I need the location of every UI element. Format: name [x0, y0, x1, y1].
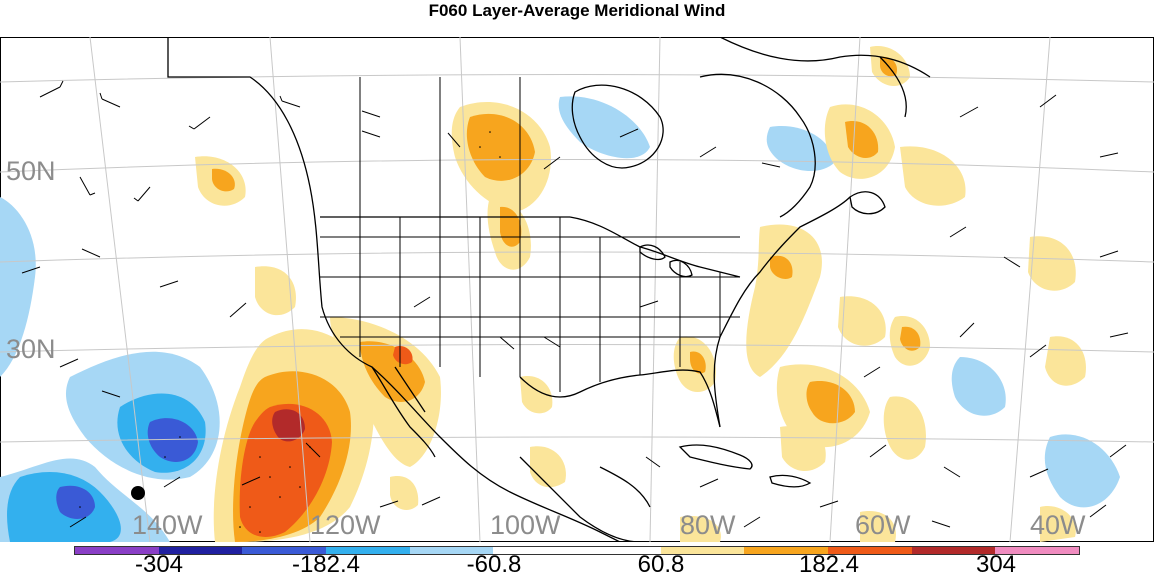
colorbar-swatch — [242, 547, 327, 554]
blue-region-atlantic-mid — [951, 357, 1006, 416]
stipple — [79, 131, 501, 533]
colorbar-label: 304 — [975, 551, 1017, 578]
lon-label-40w: 40W — [1030, 510, 1086, 540]
blue-region-canada — [558, 96, 650, 159]
colorbar-swatch — [493, 547, 578, 554]
location-marker — [131, 486, 145, 500]
darkblue-core-pacific — [147, 418, 198, 462]
darkblue-core-sw — [56, 485, 95, 519]
orange-region-pacific-small — [212, 168, 235, 192]
wind-barbs — [21, 80, 1129, 528]
colorbar-label: -182.4 — [291, 551, 361, 578]
colorbar-label: 60.8 — [637, 551, 685, 578]
coastlines — [167, 37, 931, 542]
yellow-region-bottom-right — [1040, 506, 1076, 542]
yellow-region-pacific-mid — [255, 266, 296, 316]
yellow-region-bottom-mid — [860, 511, 896, 542]
yellow-region-gulf-mexico — [520, 376, 553, 414]
blue-region-west-edge — [0, 197, 36, 377]
orange-region-canada — [466, 113, 535, 181]
map-plot — [0, 37, 1154, 542]
colorbar-label: -60.8 — [466, 551, 522, 578]
lon-label-60w: 60W — [855, 510, 911, 540]
yellow-region-azores — [1045, 336, 1086, 386]
lon-label-100w: 100W — [490, 510, 561, 540]
lat-label-50n: 50N — [6, 156, 56, 186]
colorbar-swatch — [660, 547, 745, 554]
yellow-region-central-atlantic — [1028, 236, 1076, 291]
red-core-pacific-plume — [272, 409, 305, 442]
yellow-region-north-atlantic — [900, 146, 966, 206]
lon-label-120w: 120W — [310, 510, 381, 540]
orange-region-atlantic-c1 — [900, 326, 921, 351]
blue-region-atlantic — [1044, 434, 1120, 508]
colorbar-swatch — [158, 547, 243, 554]
colorbar-swatch — [75, 547, 159, 554]
blue-region-quebec — [766, 126, 835, 172]
graticule — [0, 37, 1154, 542]
colorbar-swatch — [326, 547, 410, 554]
wind-shading — [0, 46, 1120, 542]
orange-region-florida — [690, 351, 706, 374]
map-title: F060 Layer-Average Meridional Wind — [428, 1, 726, 20]
colorbar-swatch — [828, 547, 912, 554]
yellow-region-east-coast — [746, 224, 822, 377]
yellow-region-bottom-atlantic — [680, 516, 721, 542]
colorbar-label: 182.4 — [798, 551, 860, 578]
lat-label-30n: 30N — [6, 334, 56, 364]
colorbar — [74, 546, 1080, 555]
darkorange-region-pacific-plume — [239, 403, 332, 537]
colorbar-label: -304 — [134, 551, 184, 578]
colorbar-swatch — [409, 547, 494, 554]
darkorange-core-baja — [393, 346, 413, 365]
yellow-region-atlantic-c3 — [883, 396, 926, 460]
lon-label-80w: 80W — [680, 510, 736, 540]
colorbar-swatch — [577, 547, 661, 554]
yellow-region-atlantic-c2 — [838, 296, 886, 346]
orange-region-east-coast — [770, 255, 793, 279]
colorbar-swatch — [744, 547, 829, 554]
yellow-region-central-america — [530, 446, 566, 488]
orange-region-atlantic-sw — [806, 381, 855, 424]
colorbar-swatch — [911, 547, 996, 554]
colorbar-swatch — [995, 547, 1080, 554]
lon-label-140w: 140W — [132, 510, 203, 540]
